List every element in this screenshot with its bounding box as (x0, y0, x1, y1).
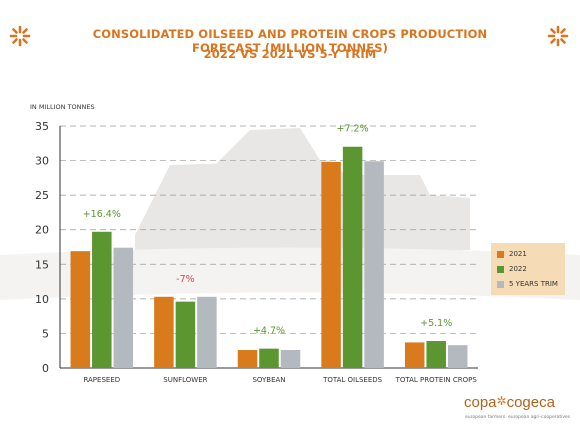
x-axis: RAPESEED SUNFLOWER SOYBEAN TOTAL OILSEEDS TO… (83, 376, 477, 384)
x-tick-label: TOTAL PROTEIN CROPS (395, 376, 478, 384)
logo-right-word: cogeca (506, 394, 555, 411)
legend-item-2022: 2022 (497, 263, 527, 275)
legend-item-2021: 2021 (497, 248, 527, 260)
legend: 2021 2022 5 YEARS TRIM (491, 243, 565, 295)
x-tick-label: SUNFLOWER (163, 376, 207, 384)
legend-label: 2021 (509, 250, 527, 258)
legend-label: 5 YEARS TRIM (509, 280, 558, 288)
legend-item-5-years-trim: 5 YEARS TRIM (497, 278, 558, 290)
y-tick-label: 35 (35, 120, 49, 133)
logo-left-word: copa (464, 394, 497, 411)
bar-5-years-trim-rapeseed (113, 247, 134, 368)
snowflake-asterisk-icon (547, 25, 569, 47)
copa-cogeca-logo: copa✲cogeca (464, 394, 555, 411)
bar-2021-total-oilseeds (321, 161, 341, 368)
logo-left-sub: european farmers (465, 415, 506, 420)
y-tick-label: 25 (35, 189, 49, 202)
bars (70, 146, 468, 368)
bar-2022-total-protein-crops (426, 341, 446, 368)
bar-5-years-trim-total-oilseeds (364, 161, 384, 368)
legend-swatch (497, 265, 504, 273)
logo-right-sub: european agri-cooperatives (508, 415, 571, 420)
chart-subtitle: 2022 VS 2021 VS 5-Y TRIM (203, 47, 377, 61)
x-tick-label: RAPESEED (83, 376, 120, 384)
asterisk-icon: ✲ (496, 394, 507, 408)
change-annotation: +4.7% (253, 326, 285, 337)
snowflake-asterisk-icon (9, 25, 31, 47)
bar-2022-total-oilseeds (342, 146, 363, 368)
bar-2022-sunflower (175, 301, 196, 368)
y-tick-label: 5 (42, 327, 49, 340)
y-tick-label: 15 (35, 258, 49, 271)
change-annotation: +16.4% (83, 209, 121, 220)
annotations: +16.4% -7% +4.7% +7.2% +5.1% (83, 124, 453, 337)
change-annotation: +5.1% (420, 318, 452, 329)
legend-label: 2022 (509, 265, 527, 273)
bar-2021-soybean (237, 350, 258, 368)
bar-5-years-trim-soybean (280, 350, 301, 368)
bar-2022-soybean (259, 348, 279, 368)
legend-swatch (497, 250, 504, 258)
change-annotation: +7.2% (337, 124, 369, 135)
y-tick-label: 10 (35, 293, 49, 306)
x-tick-label: SOYBEAN (252, 376, 285, 384)
bar-2021-total-protein-crops (404, 342, 425, 368)
legend-swatch (497, 280, 504, 288)
x-tick-label: TOTAL OILSEEDS (322, 376, 383, 384)
bar-2021-rapeseed (70, 251, 91, 368)
chart-title: CONSOLIDATED OILSEED AND PROTEIN CROPS P… (92, 27, 488, 55)
bar-2021-sunflower (154, 296, 174, 368)
bar-5-years-trim-sunflower (197, 296, 217, 368)
y-tick-label: 30 (35, 155, 49, 168)
bar-5-years-trim-total-protein-crops (447, 345, 468, 368)
y-tick-label: 20 (35, 224, 49, 237)
y-tick-label: 0 (42, 362, 49, 375)
y-axis-label: IN MILLION TONNES (30, 103, 95, 111)
change-annotation: -7% (176, 274, 195, 285)
bar-2022-rapeseed (92, 231, 112, 368)
